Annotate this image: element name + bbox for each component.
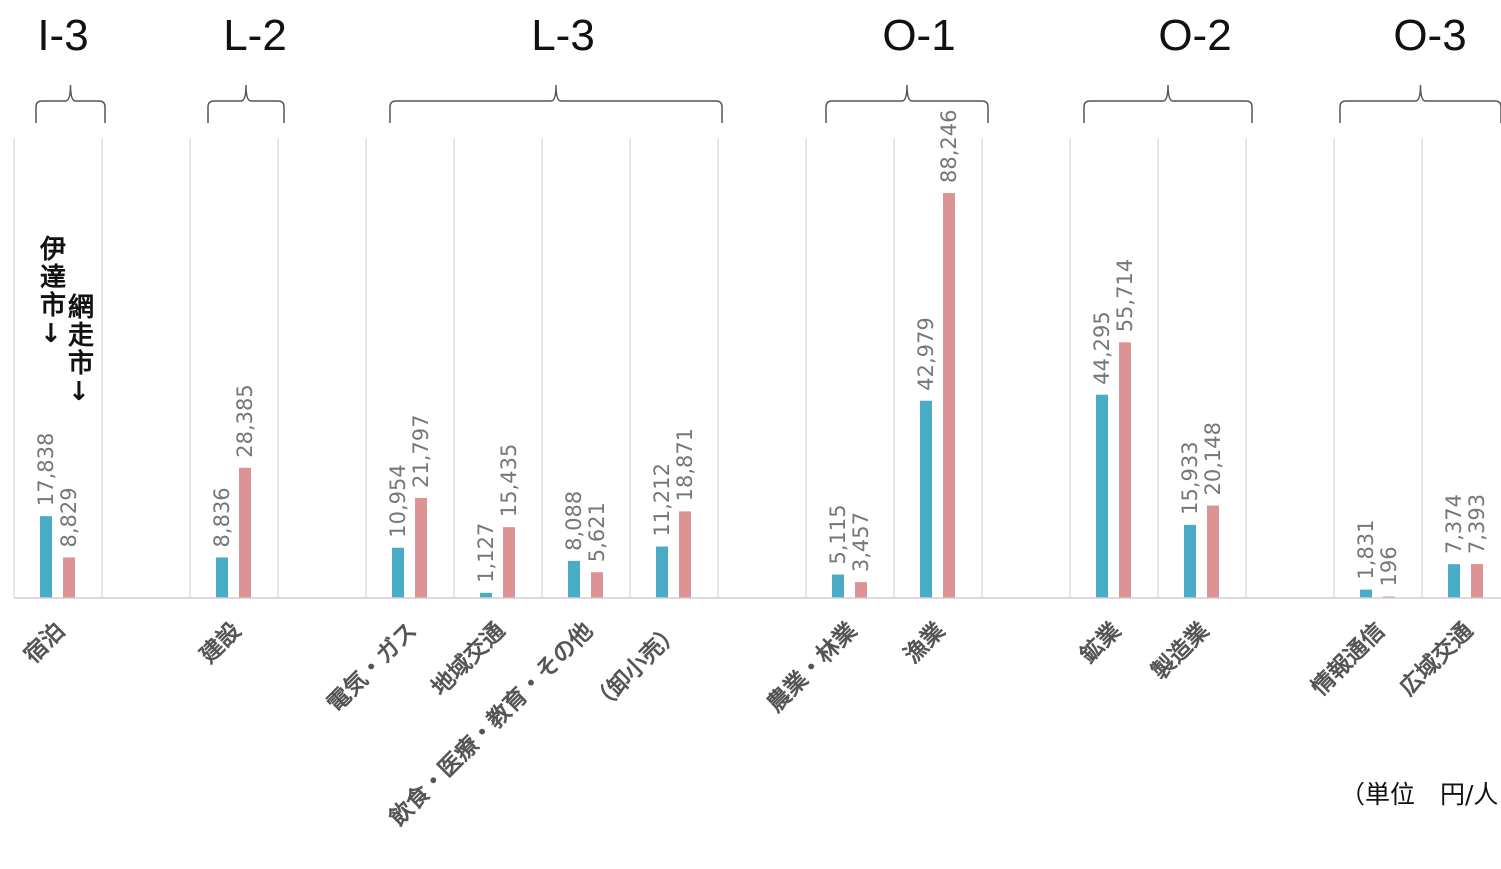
bar bbox=[855, 582, 867, 598]
value-label: 8,829 bbox=[57, 487, 81, 547]
group-labels: I-3 L-2 L-3 O-1 O-2 O-3 bbox=[37, 11, 1466, 60]
value-label: 88,246 bbox=[937, 110, 961, 183]
category-label: 鉱業 bbox=[1075, 616, 1127, 668]
group-label: O-2 bbox=[1158, 11, 1231, 60]
bar bbox=[656, 546, 668, 598]
value-label: 42,979 bbox=[914, 317, 938, 390]
bar bbox=[63, 557, 75, 598]
category-label: 建設 bbox=[195, 616, 247, 668]
value-label: 3,457 bbox=[849, 512, 873, 572]
value-label: 18,871 bbox=[673, 428, 697, 501]
bar bbox=[480, 592, 492, 598]
bar bbox=[1207, 505, 1219, 598]
bar bbox=[591, 572, 603, 598]
bar bbox=[568, 560, 580, 598]
group-label: O-3 bbox=[1393, 11, 1466, 60]
bar bbox=[40, 516, 52, 598]
group-brace bbox=[207, 84, 285, 123]
value-label: 28,385 bbox=[233, 384, 257, 457]
bar bbox=[216, 557, 228, 598]
category-label: 地域交通 bbox=[426, 617, 510, 701]
group-brace bbox=[1339, 84, 1501, 123]
bar bbox=[503, 527, 515, 598]
bar bbox=[1119, 342, 1131, 598]
gridlines bbox=[13, 138, 1423, 598]
value-label: 8,836 bbox=[210, 487, 234, 547]
category-label: 製造業 bbox=[1146, 616, 1215, 685]
category-label: 宿泊 bbox=[19, 617, 71, 669]
value-label: 7,374 bbox=[1442, 494, 1466, 554]
value-label: 1,831 bbox=[1354, 519, 1378, 579]
bar bbox=[1184, 524, 1196, 598]
group-brace bbox=[389, 84, 723, 123]
group-label: L-3 bbox=[531, 11, 595, 60]
value-label: 55,714 bbox=[1113, 259, 1137, 332]
bar bbox=[239, 467, 251, 598]
group-label: O-1 bbox=[882, 11, 955, 60]
category-label: 情報通信 bbox=[1306, 617, 1390, 701]
category-label: 農業・林業 bbox=[762, 616, 863, 717]
value-label: 15,933 bbox=[1178, 441, 1202, 514]
category-labels: 宿泊 建設 電気・ガス 地域交通飲食・医療・教育・その他（卸小売） 農業・林業 漁業 鉱業製… bbox=[19, 616, 1479, 832]
value-label: 8,088 bbox=[562, 491, 586, 551]
value-label: 5,621 bbox=[585, 502, 609, 562]
bar bbox=[920, 400, 932, 598]
value-label: 15,435 bbox=[497, 444, 521, 517]
bar bbox=[1448, 564, 1460, 598]
group-brace bbox=[1083, 84, 1253, 123]
legend-series-1-label: 伊達市↓ bbox=[39, 235, 66, 349]
group-brace bbox=[35, 84, 106, 123]
value-label: 10,954 bbox=[386, 464, 410, 537]
value-label: 21,797 bbox=[409, 414, 433, 487]
bar bbox=[679, 511, 691, 598]
group-braces bbox=[35, 84, 1501, 123]
bar bbox=[832, 574, 844, 598]
value-label: 20,148 bbox=[1201, 422, 1225, 495]
category-label: 漁業 bbox=[899, 616, 951, 668]
group-label: I-3 bbox=[37, 11, 88, 60]
bars bbox=[40, 193, 1483, 598]
category-label: （卸小売） bbox=[586, 617, 686, 717]
category-label: 電気・ガス bbox=[322, 617, 422, 717]
category-label: 広域交通 bbox=[1394, 617, 1478, 701]
bar bbox=[943, 193, 955, 598]
bar bbox=[1360, 589, 1372, 598]
bar bbox=[392, 547, 404, 598]
legend-series-2-label: 網走市↓ bbox=[68, 292, 94, 407]
value-label: 1,127 bbox=[474, 523, 498, 583]
value-label: 7,393 bbox=[1465, 494, 1489, 554]
unit-label: （単位 円/人 bbox=[1340, 780, 1498, 809]
value-label: 44,295 bbox=[1090, 311, 1114, 384]
group-brace bbox=[825, 84, 989, 123]
bar bbox=[1096, 394, 1108, 598]
value-label: 196 bbox=[1377, 546, 1401, 586]
bar bbox=[415, 497, 427, 598]
bar bbox=[1471, 564, 1483, 598]
value-label: 17,838 bbox=[34, 433, 58, 506]
series-legend: 伊達市↓ 網走市↓ bbox=[39, 235, 94, 407]
group-label: L-2 bbox=[223, 11, 287, 60]
value-label: 5,115 bbox=[826, 504, 850, 564]
value-label: 11,212 bbox=[650, 463, 674, 536]
